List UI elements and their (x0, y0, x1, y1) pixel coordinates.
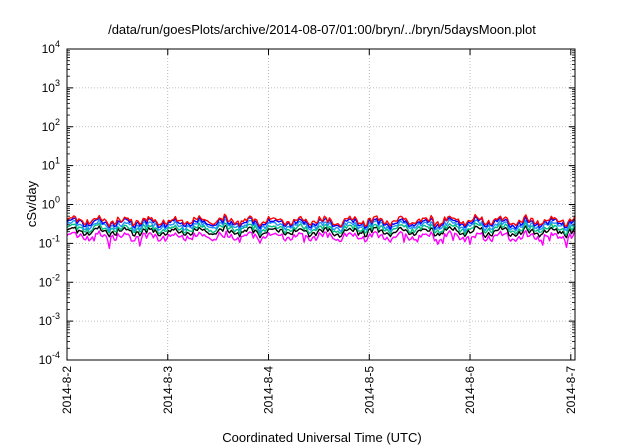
x-tick-label: 2014-8-7 (564, 366, 578, 414)
y-tick-label: 104 (42, 39, 60, 56)
x-tick-label: 2014-8-5 (362, 366, 376, 414)
y-tick-label: 10-3 (39, 311, 60, 328)
series-layer (66, 213, 576, 250)
y-tick-label: 10-1 (39, 233, 60, 250)
series-line (66, 213, 576, 228)
y-tick-label: 100 (42, 195, 60, 212)
y-axis: 10-4 10-3 10-2 10-1 100 101 102 103 104 (39, 39, 575, 367)
plot-frame (66, 48, 576, 361)
y-axis-label: cSv/day (24, 180, 39, 227)
x-axis: 2014-8-2 2014-8-3 2014-8-4 2014-8-5 2014-8-6… (60, 49, 578, 414)
series-line (66, 224, 576, 239)
series-line (66, 221, 576, 236)
chart-title: /data/run/goesPlots/archive/2014-08-07/0… (108, 22, 536, 37)
x-axis-label: Coordinated Universal Time (UTC) (222, 430, 421, 445)
x-tick-label: 2014-8-3 (161, 366, 175, 414)
x-tick-label: 2014-8-6 (463, 366, 477, 414)
y-tick-label: 101 (42, 156, 60, 173)
grid-lines (67, 49, 575, 360)
series-line (66, 229, 576, 250)
x-tick-label: 2014-8-2 (60, 366, 74, 414)
y-tick-label: 10-4 (39, 350, 60, 367)
x-tick-label: 2014-8-4 (262, 366, 276, 414)
y-tick-label: 102 (42, 117, 60, 134)
series-line (66, 218, 576, 234)
y-tick-label: 103 (42, 78, 60, 95)
y-tick-label: 10-2 (39, 272, 60, 289)
